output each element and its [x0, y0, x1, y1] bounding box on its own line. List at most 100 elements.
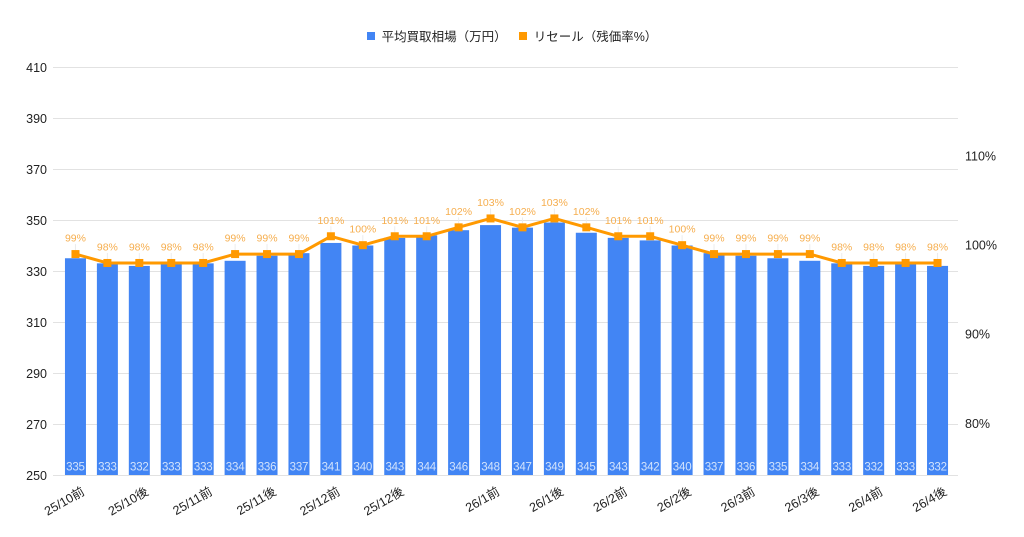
line-value-label: 101%: [413, 215, 440, 227]
line-marker-square-icon[interactable]: [550, 214, 559, 223]
bar[interactable]: [448, 230, 470, 475]
bar[interactable]: [895, 263, 917, 475]
bar-value-label: 343: [609, 462, 628, 474]
bar-value-label: 342: [641, 462, 660, 474]
line-marker-square-icon[interactable]: [199, 258, 208, 267]
bar[interactable]: [384, 237, 406, 475]
line-marker-square-icon[interactable]: [805, 250, 814, 259]
bar[interactable]: [799, 260, 821, 475]
bar-value-label: 346: [449, 462, 468, 474]
y-axis-left-tick-label: 330: [26, 265, 47, 279]
line-value-label: 103%: [541, 197, 568, 209]
line-marker-square-icon[interactable]: [263, 250, 272, 259]
line-value-label: 99%: [257, 233, 278, 245]
line-marker-square-icon[interactable]: [390, 232, 399, 241]
line-value-label: 99%: [799, 233, 820, 245]
line-marker-square-icon[interactable]: [326, 232, 335, 241]
bar[interactable]: [511, 227, 533, 475]
line-marker-square-icon[interactable]: [454, 223, 463, 232]
bar[interactable]: [575, 232, 597, 475]
bar[interactable]: [607, 237, 629, 475]
y-axis-left-tick-label: 290: [26, 367, 47, 381]
x-axis-tick-label: 25/12後: [361, 484, 406, 518]
line-value-label: 99%: [288, 233, 309, 245]
bar-value-label: 333: [896, 462, 915, 474]
bar-value-label: 332: [130, 462, 149, 474]
bar[interactable]: [703, 253, 725, 475]
line-value-label: 98%: [863, 241, 884, 253]
bar[interactable]: [767, 258, 789, 475]
bar[interactable]: [352, 245, 374, 476]
bar-value-label: 335: [66, 462, 85, 474]
y-axis-right: 80% 90% 100% 110%: [965, 150, 997, 431]
bar-value-label: 337: [290, 462, 309, 474]
bar[interactable]: [735, 255, 757, 475]
bar[interactable]: [639, 240, 661, 475]
bar-value-label: 333: [194, 462, 213, 474]
line-marker-square-icon[interactable]: [71, 250, 80, 259]
chart-legend: 平均買取相場（万円） リセール（残価率%）: [0, 26, 1024, 45]
gridlines: [53, 67, 958, 476]
line-marker-square-icon[interactable]: [231, 250, 240, 259]
bar[interactable]: [288, 253, 310, 475]
legend-item-avg-purchase-price[interactable]: 平均買取相場（万円）: [366, 26, 507, 45]
line-marker-square-icon[interactable]: [933, 258, 942, 267]
line-value-label: 98%: [895, 241, 916, 253]
line-marker-square-icon[interactable]: [167, 258, 176, 267]
bar[interactable]: [192, 263, 214, 475]
bar[interactable]: [96, 263, 118, 475]
bar[interactable]: [927, 265, 949, 475]
line-marker-square-icon[interactable]: [294, 250, 303, 259]
line-marker-square-icon[interactable]: [358, 241, 367, 250]
line-marker-square-icon[interactable]: [135, 258, 144, 267]
line-marker-square-icon[interactable]: [678, 241, 687, 250]
bar-value-label: 332: [928, 462, 947, 474]
line-marker-square-icon[interactable]: [869, 258, 878, 267]
line-value-label: 101%: [637, 215, 664, 227]
line-marker-square-icon[interactable]: [103, 258, 112, 267]
line-marker-square-icon[interactable]: [901, 258, 910, 267]
y-axis-left-tick-label: 350: [26, 214, 47, 228]
line-value-label: 98%: [927, 241, 948, 253]
line-marker-square-icon[interactable]: [486, 214, 495, 223]
line-marker-square-icon[interactable]: [518, 223, 527, 232]
line-value-label: 99%: [767, 233, 788, 245]
resale-rate-line[interactable]: [75, 216, 938, 265]
line-value-label: 102%: [445, 206, 472, 218]
line-marker-square-icon[interactable]: [582, 223, 591, 232]
bar[interactable]: [416, 235, 438, 475]
y-axis-right-tick-label: 100%: [965, 239, 997, 253]
legend-bar-swatch-icon: [366, 31, 375, 40]
bar[interactable]: [320, 242, 342, 475]
bar[interactable]: [543, 222, 565, 475]
bar-value-label: 336: [258, 462, 277, 474]
line-marker-square-icon[interactable]: [646, 232, 655, 241]
bar-value-label: 340: [673, 462, 692, 474]
bar-value-label: 340: [354, 462, 373, 474]
bar[interactable]: [224, 260, 246, 475]
line-value-label: 101%: [381, 215, 408, 227]
bar[interactable]: [671, 245, 693, 476]
bar[interactable]: [64, 258, 86, 475]
line-value-label: 98%: [193, 241, 214, 253]
line-marker-square-icon[interactable]: [773, 250, 782, 259]
line-marker-square-icon[interactable]: [614, 232, 623, 241]
line-marker-square-icon[interactable]: [422, 232, 431, 241]
bar[interactable]: [863, 265, 885, 475]
line-marker-square-icon[interactable]: [741, 250, 750, 259]
bar[interactable]: [128, 265, 150, 475]
bar[interactable]: [831, 263, 853, 475]
line-marker-square-icon[interactable]: [837, 258, 846, 267]
line-marker-square-icon[interactable]: [710, 250, 719, 259]
bar[interactable]: [256, 255, 278, 475]
legend-item-resale-rate[interactable]: リセール（残価率%）: [518, 26, 657, 45]
bar[interactable]: [160, 263, 182, 475]
line-value-label: 100%: [669, 224, 696, 236]
bar-value-label: 347: [513, 462, 532, 474]
bar-value-label: 337: [705, 462, 724, 474]
bar-value-label: 334: [801, 462, 820, 474]
bar-value-label: 345: [577, 462, 596, 474]
bar[interactable]: [480, 225, 502, 475]
